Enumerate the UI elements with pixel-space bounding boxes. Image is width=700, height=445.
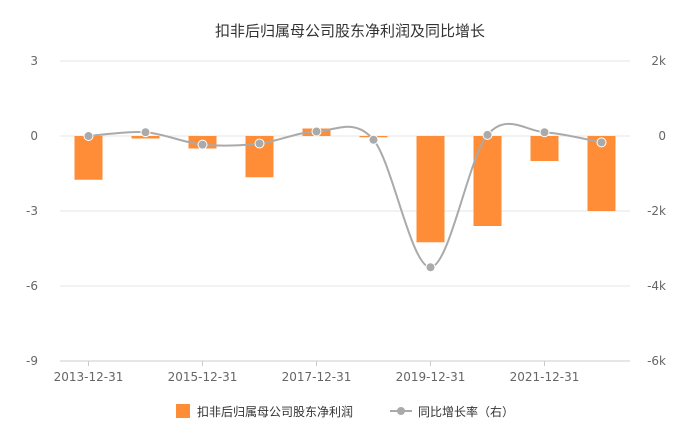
x-tick-label: 2013-12-31 bbox=[54, 370, 124, 384]
line-point bbox=[539, 127, 550, 138]
x-tick-label: 2015-12-31 bbox=[168, 370, 238, 384]
right-tick-label: 2k bbox=[651, 54, 666, 68]
legend-bar-label[interactable]: 扣非后归属母公司股东净利润 bbox=[197, 405, 353, 419]
line-series bbox=[83, 122, 607, 273]
legend-line-marker[interactable] bbox=[397, 407, 405, 415]
bar bbox=[587, 136, 616, 211]
left-tick-label: -6 bbox=[26, 279, 38, 293]
line-point bbox=[425, 262, 436, 273]
left-tick-label: -9 bbox=[26, 354, 38, 368]
legend-line-label[interactable]: 同比增长率（右） bbox=[418, 404, 514, 419]
left-tick-label: 0 bbox=[30, 129, 38, 143]
left-tick-label: -3 bbox=[26, 204, 38, 218]
line-point bbox=[596, 137, 607, 148]
right-tick-label: -2k bbox=[647, 204, 666, 218]
bar bbox=[530, 136, 559, 161]
line-point bbox=[140, 127, 151, 138]
left-tick-label: 3 bbox=[30, 54, 38, 68]
chart-title: 扣非后归属母公司股东净利润及同比增长 bbox=[215, 22, 485, 40]
x-tick-label: 2021-12-31 bbox=[510, 370, 580, 384]
bar-series bbox=[74, 128, 616, 243]
right-tick-label: -6k bbox=[647, 354, 666, 368]
line-point bbox=[254, 138, 265, 149]
bar bbox=[416, 136, 445, 243]
legend: 扣非后归属母公司股东净利润 同比增长率（右） bbox=[176, 404, 514, 419]
x-tick-label: 2017-12-31 bbox=[282, 370, 352, 384]
line-point bbox=[368, 134, 379, 145]
right-tick-label: 0 bbox=[658, 129, 666, 143]
line-point bbox=[311, 126, 322, 137]
left-axis-ticks: 3 0 -3 -6 -9 bbox=[26, 54, 38, 368]
line-point bbox=[83, 131, 94, 141]
line-point bbox=[197, 139, 208, 150]
grid-lines bbox=[60, 60, 630, 362]
bar bbox=[74, 136, 103, 180]
x-tick-label: 2019-12-31 bbox=[396, 370, 466, 384]
right-axis-ticks: 2k 0 -2k -4k -6k bbox=[647, 54, 666, 368]
bar bbox=[473, 136, 502, 226]
x-axis: 2013-12-31 2015-12-31 2017-12-31 2019-12-31… bbox=[54, 360, 630, 384]
line-point bbox=[482, 129, 493, 140]
right-tick-label: -4k bbox=[647, 279, 666, 293]
growth-line bbox=[88, 122, 602, 269]
legend-bar-swatch[interactable] bbox=[176, 404, 190, 418]
